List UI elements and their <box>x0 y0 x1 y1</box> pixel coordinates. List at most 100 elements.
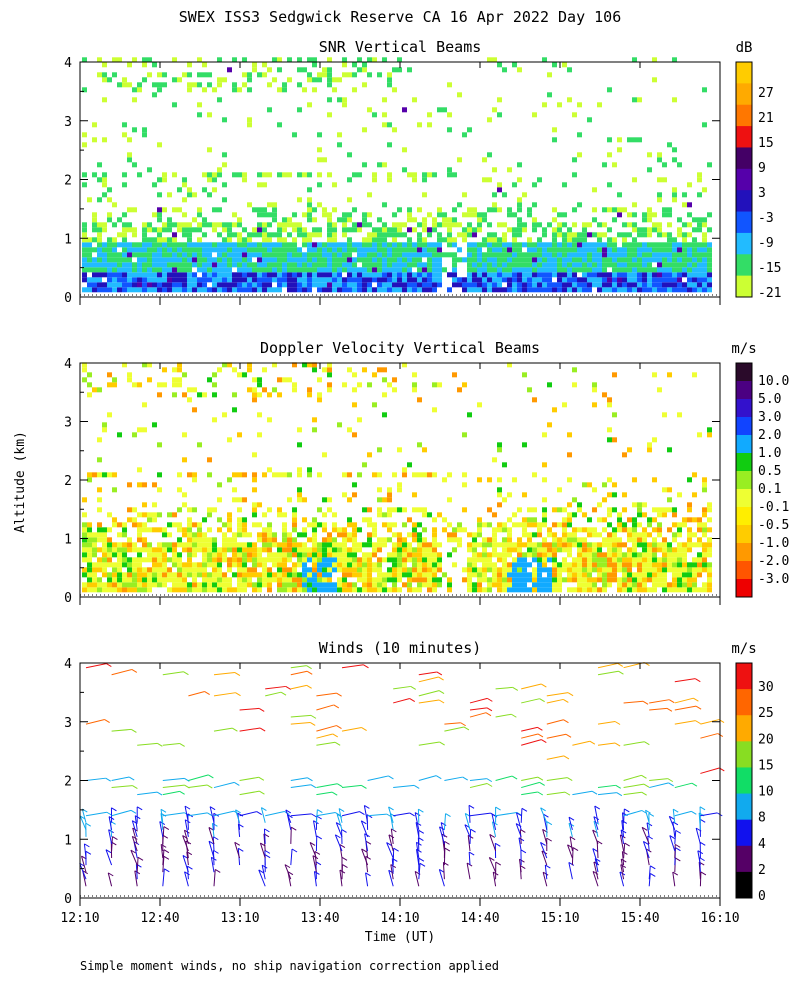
heatmap-cell <box>412 572 417 577</box>
heatmap-cell <box>527 542 532 547</box>
colorbar-label: 15 <box>758 758 774 773</box>
heatmap-cell <box>457 537 462 542</box>
heatmap-cell <box>367 192 372 197</box>
heatmap-cell <box>297 532 302 537</box>
heatmap-cell <box>107 187 112 192</box>
heatmap-cell <box>452 207 457 212</box>
wind-barb <box>598 743 615 745</box>
heatmap-cell <box>352 402 357 407</box>
heatmap-cell <box>392 587 397 592</box>
heatmap-cell <box>222 557 227 562</box>
heatmap-cell <box>492 577 497 582</box>
heatmap-cell <box>522 492 527 497</box>
heatmap-cell <box>202 567 207 572</box>
heatmap-cell <box>482 542 487 547</box>
heatmap-cell <box>102 542 107 547</box>
heatmap-cell <box>652 212 657 217</box>
heatmap-cell <box>577 202 582 207</box>
heatmap-cell <box>467 247 472 252</box>
heatmap-cell <box>407 567 412 572</box>
heatmap-cell <box>352 257 357 262</box>
heatmap-cell <box>517 207 522 212</box>
heatmap-cell <box>552 62 557 67</box>
heatmap-cell <box>477 572 482 577</box>
heatmap-cell <box>277 227 282 232</box>
heatmap-cell <box>387 257 392 262</box>
heatmap-cell <box>162 532 167 537</box>
heatmap-cell <box>232 562 237 567</box>
y-axis-label: Altitude (km) <box>13 431 28 533</box>
heatmap-cell <box>592 557 597 562</box>
heatmap-cell <box>592 582 597 587</box>
heatmap-cell <box>162 267 167 272</box>
wind-barb <box>470 784 487 788</box>
wind-barb <box>291 685 307 689</box>
heatmap-cell <box>397 227 402 232</box>
heatmap-cell <box>312 542 317 547</box>
heatmap-cell <box>162 242 167 247</box>
heatmap-cell <box>627 527 632 532</box>
heatmap-cell <box>112 582 117 587</box>
heatmap-cell <box>162 572 167 577</box>
heatmap-cell <box>622 277 627 282</box>
heatmap-cell <box>537 547 542 552</box>
heatmap-cell <box>677 552 682 557</box>
heatmap-cell <box>312 557 317 562</box>
heatmap-cell <box>612 247 617 252</box>
heatmap-cell <box>502 537 507 542</box>
heatmap-cell <box>192 227 197 232</box>
heatmap-cell <box>612 547 617 552</box>
heatmap-cell <box>382 242 387 247</box>
heatmap-cell <box>477 522 482 527</box>
heatmap-cell <box>432 382 437 387</box>
heatmap-cell <box>217 482 222 487</box>
heatmap-cell <box>172 547 177 552</box>
heatmap-cell <box>607 287 612 292</box>
heatmap-cell <box>267 507 272 512</box>
heatmap-cell <box>267 527 272 532</box>
heatmap-cell <box>672 97 677 102</box>
wind-barb <box>496 687 513 688</box>
heatmap-cell <box>342 62 347 67</box>
heatmap-cell <box>392 212 397 217</box>
heatmap-cell <box>632 532 637 537</box>
heatmap-cell <box>472 257 477 262</box>
heatmap-cell <box>127 157 132 162</box>
heatmap-cell <box>557 227 562 232</box>
heatmap-cell <box>542 232 547 237</box>
heatmap-cell <box>417 567 422 572</box>
heatmap-cell <box>577 557 582 562</box>
heatmap-cell <box>407 552 412 557</box>
heatmap-cell <box>92 277 97 282</box>
heatmap-cell <box>187 62 192 67</box>
heatmap-cell <box>107 212 112 217</box>
heatmap-cell <box>532 222 537 227</box>
wind-barb-flag <box>567 778 572 781</box>
heatmap-cell <box>327 247 332 252</box>
heatmap-cell <box>562 537 567 542</box>
wind-barb <box>547 699 564 703</box>
heatmap-cell <box>277 377 282 382</box>
heatmap-cell <box>212 507 217 512</box>
heatmap-cell <box>652 227 657 232</box>
heatmap-cell <box>662 512 667 517</box>
heatmap-cell <box>327 287 332 292</box>
heatmap-cell <box>687 202 692 207</box>
heatmap-cell <box>537 237 542 242</box>
heatmap-cell <box>422 177 427 182</box>
heatmap-cell <box>602 392 607 397</box>
colorbar-label: 3 <box>758 186 766 201</box>
heatmap-cell <box>252 552 257 557</box>
wind-barb <box>598 663 618 667</box>
heatmap-cell <box>667 262 672 267</box>
heatmap-cell <box>527 587 532 592</box>
heatmap-cell <box>362 507 367 512</box>
wind-barb <box>393 686 411 688</box>
heatmap-cell <box>232 282 237 287</box>
heatmap-cell <box>387 142 392 147</box>
heatmap-cell <box>192 257 197 262</box>
heatmap-cell <box>97 437 102 442</box>
heatmap-cell <box>557 262 562 267</box>
heatmap-cell <box>602 267 607 272</box>
heatmap-cell <box>502 572 507 577</box>
